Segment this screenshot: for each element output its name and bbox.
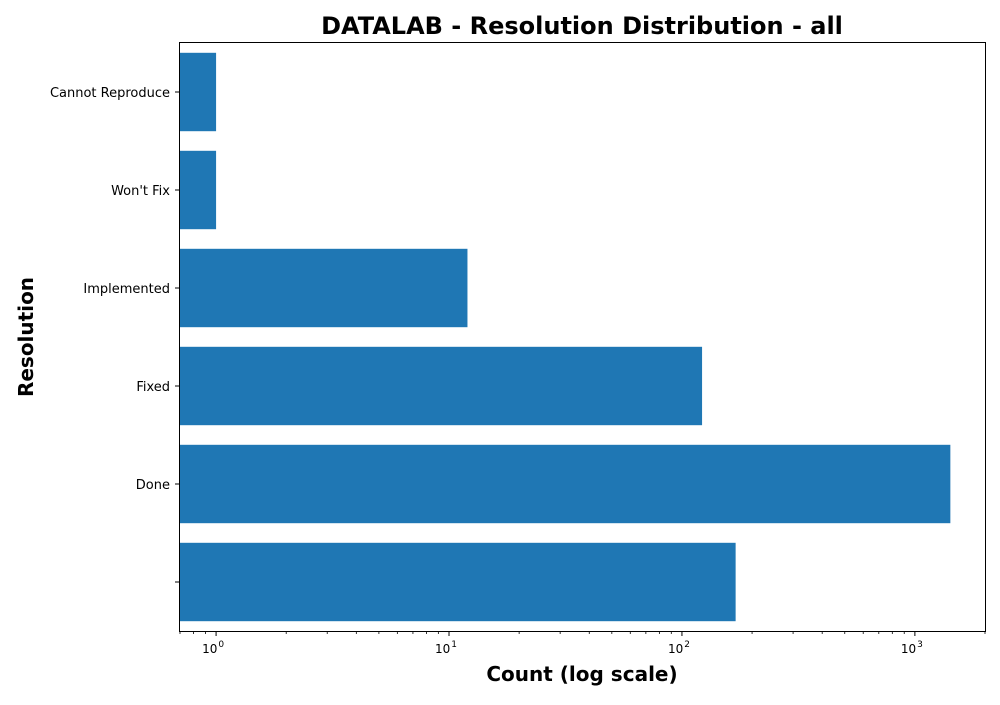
chart-title: DATALAB - Resolution Distribution - all <box>321 12 843 40</box>
x-tick-label-3: 103 <box>901 640 923 656</box>
y-tick-label-1: Done <box>136 478 170 493</box>
bar-4 <box>180 150 217 230</box>
bars-group <box>180 52 951 622</box>
bar-3 <box>180 248 468 328</box>
x-tick-label-0: 100 <box>202 640 224 656</box>
bar-2 <box>180 346 703 426</box>
y-tick-label-4: Won't Fix <box>111 184 170 199</box>
y-axis-label: Resolution <box>14 277 38 397</box>
y-tick-label-5: Cannot Reproduce <box>50 86 170 101</box>
plot-frame <box>179 42 986 632</box>
x-tick-label-1: 101 <box>435 640 457 656</box>
bar-0 <box>180 542 736 622</box>
bar-5 <box>180 52 217 132</box>
x-tick-label-2: 102 <box>668 640 690 656</box>
y-tick-label-3: Implemented <box>83 282 170 297</box>
bar-1 <box>180 444 951 524</box>
x-axis-label: Count (log scale) <box>486 662 677 686</box>
y-tick-label-2: Fixed <box>136 380 170 395</box>
